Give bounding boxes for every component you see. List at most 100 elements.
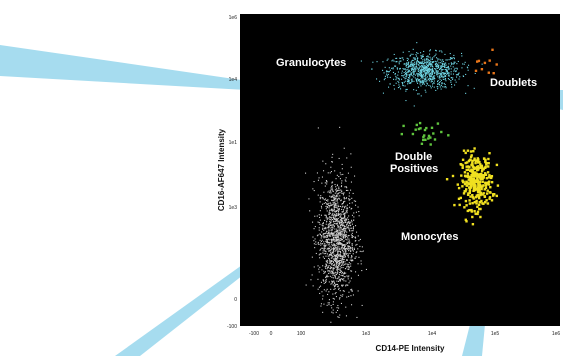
scatter-point (481, 177, 484, 181)
scatter-point (340, 251, 342, 253)
scatter-point (325, 244, 327, 246)
scatter-point (469, 186, 473, 189)
scatter-point (348, 198, 350, 200)
scatter-point (401, 82, 403, 84)
scatter-point (419, 62, 421, 64)
scatter-point (440, 79, 442, 81)
scatter-point (425, 67, 427, 69)
scatter-point (336, 242, 338, 244)
scatter-point (335, 236, 337, 238)
scatter-point (324, 219, 326, 221)
scatter-point (402, 83, 404, 85)
scatter-point (339, 257, 341, 259)
scatter-point (473, 171, 477, 174)
scatter-point (423, 65, 425, 67)
scatter-point (341, 261, 343, 263)
scatter-point (340, 267, 342, 269)
scatter-point (332, 200, 334, 202)
scatter-point (323, 270, 325, 272)
scatter-point (417, 67, 419, 69)
scatter-point (436, 70, 438, 72)
scatter-point (344, 228, 346, 230)
scatter-point (345, 180, 347, 182)
scatter-point (405, 63, 407, 65)
scatter-point (450, 77, 452, 79)
scatter-point (340, 233, 342, 235)
scatter-point (442, 78, 444, 80)
scatter-point (402, 85, 404, 87)
scatter-point (335, 257, 337, 259)
scatter-point (345, 230, 347, 232)
scatter-point (421, 81, 423, 83)
scatter-point (313, 266, 315, 268)
scatter-point (332, 255, 334, 257)
scatter-point (392, 59, 394, 61)
scatter-point (343, 264, 345, 266)
scatter-point (343, 246, 345, 248)
scatter-point (492, 193, 495, 196)
scatter-point (420, 57, 422, 59)
scatter-point (416, 66, 418, 68)
scatter-point (473, 167, 476, 170)
scatter-point (336, 280, 338, 282)
scatter-point (356, 251, 358, 253)
scatter-point (332, 153, 334, 155)
scatter-point (354, 236, 356, 238)
scatter-point (346, 266, 348, 268)
scatter-point (458, 72, 460, 74)
scatter-point (318, 268, 320, 270)
scatter-point (350, 153, 352, 155)
scatter-point (441, 74, 443, 76)
scatter-point (495, 194, 498, 198)
scatter-point (457, 60, 459, 62)
scatter-point (346, 157, 348, 159)
scatter-point (331, 244, 333, 246)
scatter-point (429, 62, 431, 64)
scatter-point (422, 56, 424, 58)
scatter-point (338, 261, 340, 263)
scatter-point (339, 216, 341, 218)
scatter-point (353, 200, 355, 202)
scatter-point (340, 215, 342, 217)
scatter-point (355, 256, 357, 258)
scatter-point (340, 222, 342, 224)
scatter-point (411, 59, 413, 61)
scatter-point (404, 85, 406, 87)
scatter-point (317, 241, 319, 243)
scatter-point (321, 291, 323, 293)
scatter-point (387, 58, 389, 60)
scatter-point (319, 196, 321, 198)
scatter-point (448, 68, 450, 70)
scatter-point (333, 258, 335, 260)
scatter-point (426, 82, 428, 84)
scatter-point (337, 225, 339, 227)
scatter-point (329, 239, 331, 241)
scatter-point (334, 218, 336, 220)
scatter-point (339, 226, 341, 228)
scatter-point (337, 244, 339, 246)
scatter-point (317, 243, 319, 245)
scatter-point (429, 68, 431, 70)
scatter-point (428, 68, 430, 70)
scatter-point (335, 254, 337, 256)
scatter-point (352, 230, 354, 232)
scatter-point (340, 228, 342, 230)
scatter-point (346, 197, 348, 199)
scatter-point (417, 57, 419, 59)
scatter-point (334, 284, 336, 286)
scatter-point (476, 179, 479, 182)
scatter-point (453, 57, 455, 59)
scatter-point (437, 88, 439, 90)
scatter-point (417, 127, 421, 131)
scatter-point (327, 242, 329, 244)
scatter-point (351, 232, 353, 234)
scatter-point (325, 208, 327, 210)
scatter-point (434, 60, 436, 62)
scatter-point (338, 248, 340, 250)
scatter-point (325, 232, 327, 234)
scatter-point (428, 69, 430, 71)
scatter-point (327, 203, 329, 205)
scatter-point (330, 224, 332, 226)
scatter-point (321, 239, 323, 241)
scatter-point (353, 219, 355, 221)
